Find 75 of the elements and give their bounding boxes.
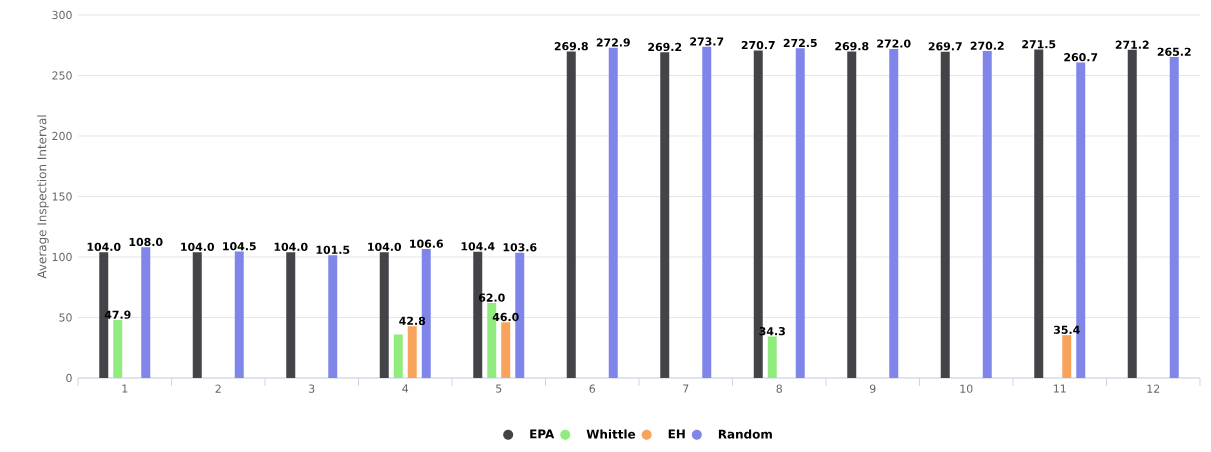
bar: [847, 51, 857, 378]
data-label: 270.7: [741, 40, 775, 50]
x-tick-label: 2: [215, 384, 221, 393]
data-label: 269.8: [835, 42, 869, 51]
data-label: 104.5: [223, 242, 256, 251]
y-tick-label: 0: [66, 373, 72, 383]
y-tick-label: 50: [59, 313, 72, 322]
x-tick-label: 11: [1053, 384, 1066, 393]
bar: [393, 334, 403, 378]
y-tick-label: 150: [52, 192, 72, 201]
y-tick-label: 100: [52, 252, 72, 262]
data-label: 101.5: [316, 245, 350, 254]
data-label: 265.2: [1157, 47, 1191, 56]
bar: [501, 322, 511, 378]
bar: [1062, 335, 1072, 378]
legend-label: EPA: [530, 429, 555, 439]
bar: [113, 320, 123, 378]
data-label: 46.0: [492, 312, 519, 322]
bar: [141, 247, 151, 378]
y-tick-label: 250: [52, 71, 72, 80]
data-label: 272.5: [783, 38, 817, 48]
data-label: 271.2: [1115, 40, 1149, 49]
data-label: 269.2: [648, 42, 682, 52]
data-label: 269.7: [928, 42, 962, 51]
data-label: 104.0: [181, 242, 215, 251]
bar: [234, 251, 244, 378]
legend-label: EH: [668, 429, 685, 439]
data-label: 104.0: [368, 242, 402, 251]
bar: [1034, 49, 1044, 378]
data-label: 269.8: [554, 42, 588, 51]
bar: [608, 47, 618, 378]
bar: [379, 252, 389, 378]
data-label: 104.0: [87, 242, 121, 251]
x-tick-label: 6: [589, 384, 596, 393]
legend-label: Whittle: [586, 429, 636, 439]
bar: [982, 51, 992, 378]
x-tick-label: 12: [1147, 384, 1160, 393]
bar: [328, 255, 338, 378]
data-label: 272.9: [596, 38, 630, 47]
y-tick-label: 300: [52, 10, 72, 20]
data-label: 260.7: [1064, 53, 1098, 62]
bar: [192, 252, 202, 378]
bar: [940, 51, 950, 378]
x-tick-label: 10: [960, 384, 973, 393]
data-label: 106.6: [410, 239, 443, 248]
data-label: 108.0: [129, 237, 163, 247]
bar: [407, 326, 417, 378]
data-label: 42.8: [399, 316, 426, 326]
x-tick-label: 5: [496, 384, 502, 393]
bar: [566, 51, 576, 378]
x-tick-label: 9: [869, 384, 876, 393]
data-label: 272.0: [877, 39, 911, 48]
data-label: 270.2: [970, 41, 1004, 50]
x-tick-label: 8: [776, 384, 782, 393]
bar: [702, 46, 712, 378]
data-label: 103.6: [503, 243, 537, 252]
data-label: 273.7: [690, 37, 724, 46]
bar: [889, 48, 899, 378]
data-label: 35.4: [1053, 325, 1080, 334]
bar: [767, 336, 777, 378]
y-axis-title: Average Inspection Interval: [37, 115, 49, 279]
data-label: 104.4: [461, 242, 495, 251]
x-tick-label: 3: [309, 384, 315, 393]
y-tick-label: 200: [52, 131, 72, 141]
data-label: 271.5: [1022, 40, 1056, 49]
x-tick-label: 1: [122, 384, 128, 393]
bar: [286, 252, 296, 378]
x-tick-label: 7: [683, 384, 689, 393]
data-label: 104.0: [274, 242, 308, 251]
x-tick-label: 4: [402, 384, 409, 393]
legend-label: Random: [718, 429, 772, 439]
bar: [795, 48, 805, 378]
bar: [1127, 49, 1137, 378]
bar: [660, 52, 670, 378]
bar: [1169, 57, 1179, 378]
